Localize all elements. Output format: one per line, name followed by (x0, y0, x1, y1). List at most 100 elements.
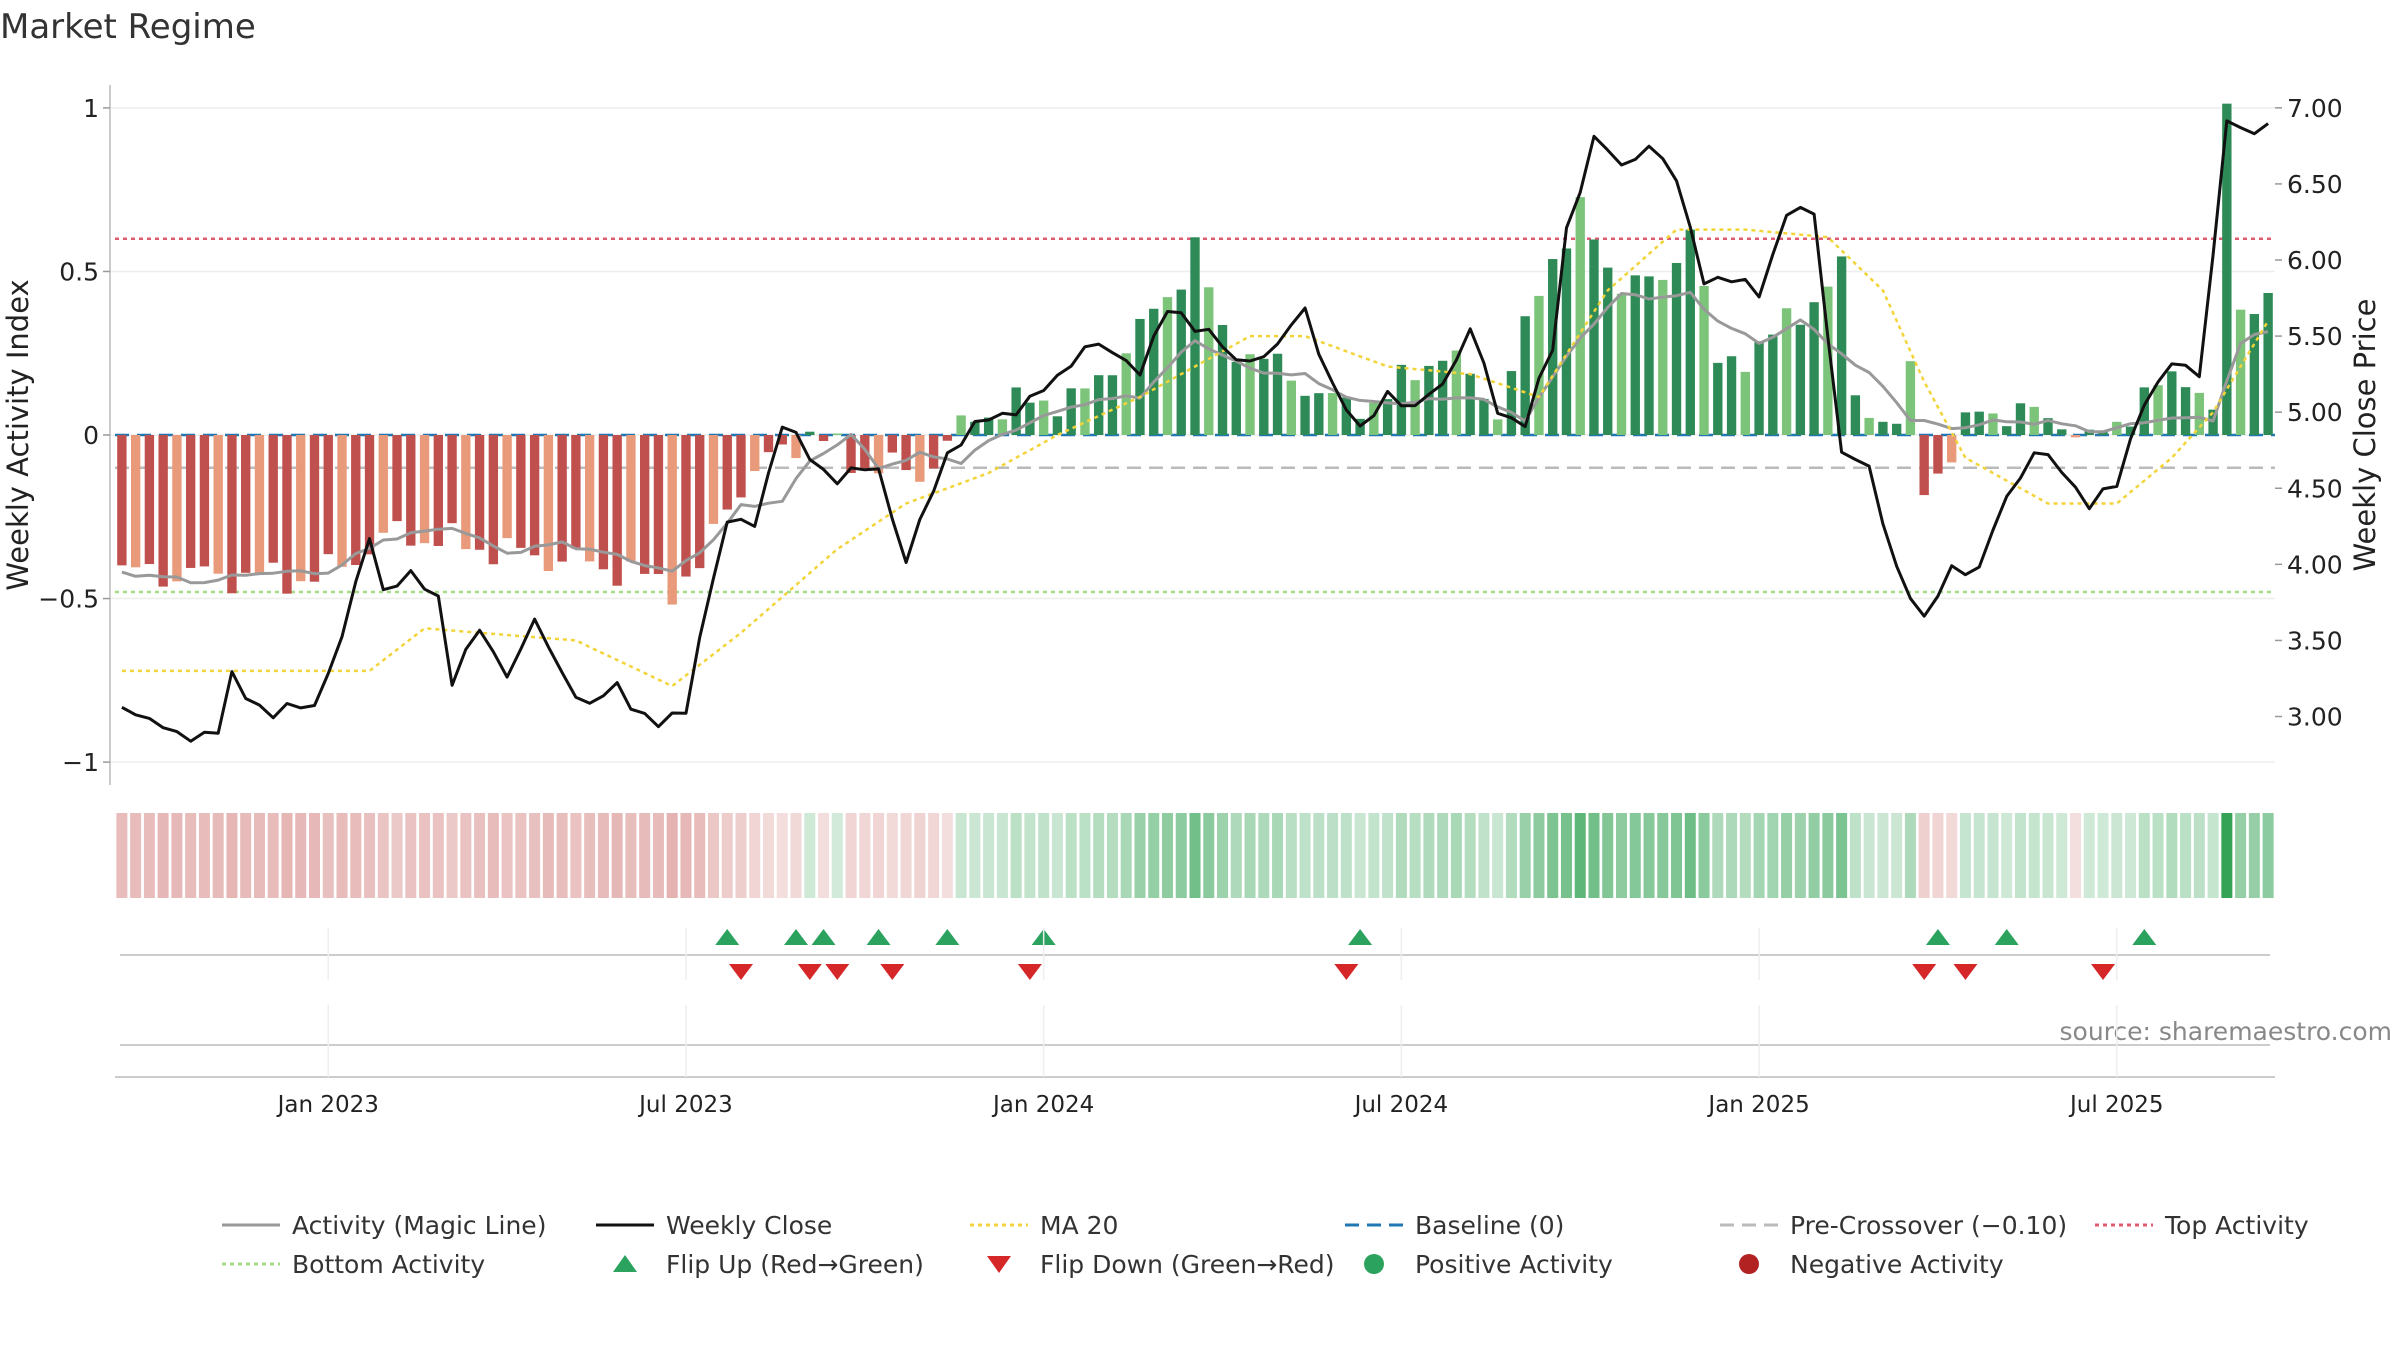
activity-bar (887, 435, 898, 453)
activity-bar (1891, 423, 1902, 435)
regime-cell (1065, 813, 1077, 898)
regime-cell (1382, 813, 1394, 898)
regime-cell (625, 813, 637, 898)
activity-bar (296, 435, 306, 582)
legend-item: Weekly Close (596, 1211, 832, 1240)
activity-bar (158, 435, 168, 587)
regime-cell (1973, 813, 1985, 898)
regime-cell (1671, 813, 1683, 898)
activity-bar (1520, 316, 1530, 435)
regime-cell (804, 813, 816, 898)
flip-down-marker (825, 964, 850, 980)
activity-bar (1561, 248, 1572, 435)
activity-bar (502, 435, 512, 539)
activity-bar (1919, 435, 1929, 496)
activity-bar (1960, 412, 1971, 435)
flip-markers (120, 929, 2270, 1046)
regime-cell (460, 813, 472, 898)
activity-bar (488, 435, 499, 565)
source-label: source: sharemaestro.com (2060, 1017, 2393, 1046)
activity-bar (406, 435, 416, 546)
regime-cell (2070, 813, 2082, 898)
regime-cell (1698, 813, 1710, 898)
regime-cell (1327, 813, 1339, 898)
activity-bar (461, 435, 471, 550)
activity-bar (1410, 380, 1420, 435)
activity-bar (1341, 397, 1352, 435)
regime-cell (983, 813, 995, 898)
activity-bar (419, 435, 430, 544)
x-tick-label: Jan 2025 (1706, 1092, 1809, 1118)
regime-cell (1602, 813, 1614, 898)
activity-bars (117, 103, 2273, 605)
regime-cell (1959, 813, 1971, 898)
legend-item: Top Activity (2095, 1211, 2309, 1240)
activity-bar (1905, 361, 1916, 435)
activity-bar (667, 435, 677, 605)
activity-bar (1630, 275, 1640, 435)
regime-cell (116, 813, 128, 898)
activity-bar (2167, 371, 2177, 435)
legend-item: Activity (Magic Line) (222, 1211, 546, 1240)
legend-label: Flip Down (Green→Red) (1040, 1250, 1335, 1279)
regime-cell (2207, 813, 2219, 898)
regime-cell (1148, 813, 1160, 898)
regime-cell (584, 813, 596, 898)
regime-cell (1313, 813, 1325, 898)
regime-cell (1437, 813, 1449, 898)
flip-down-marker (1017, 964, 1042, 980)
regime-cell (474, 813, 486, 898)
activity-bar (2015, 403, 2026, 435)
regime-cell (1161, 813, 1173, 898)
activity-bar (557, 435, 567, 562)
regime-cell (859, 813, 871, 898)
activity-bar (1671, 262, 1682, 435)
regime-cell (1478, 813, 1490, 898)
left-tick-label: −0.5 (38, 585, 99, 614)
activity-bar (1107, 375, 1118, 435)
regime-cell (1423, 813, 1435, 898)
regime-cell (1395, 813, 1407, 898)
regime-cell (2193, 813, 2205, 898)
activity-bar (1451, 350, 1462, 435)
regime-cell (1629, 813, 1641, 898)
regime-cell (1134, 813, 1146, 898)
regime-cell (1932, 813, 1944, 898)
activity-bar (915, 435, 925, 482)
flip-down-marker (1334, 964, 1359, 980)
regime-cell (501, 813, 513, 898)
regime-cell (2028, 813, 2040, 898)
activity-bar (1424, 365, 1434, 435)
activity-bar (2249, 314, 2260, 435)
regime-cell (1904, 813, 1916, 898)
activity-bar (653, 435, 664, 574)
regime-cell (542, 813, 554, 898)
regime-cell (900, 813, 912, 898)
activity-bar (1135, 318, 1145, 435)
legend-swatch (613, 1255, 637, 1272)
right-tick-label: 6.00 (2287, 246, 2343, 275)
activity-bar (213, 435, 223, 574)
activity-bar (1754, 341, 1764, 435)
activity-bar (997, 419, 1008, 435)
activity-bar (1011, 387, 1021, 435)
flip-up-marker (1348, 929, 1373, 945)
regime-cell (295, 813, 307, 898)
activity-bar (1603, 267, 1613, 435)
regime-cell (1794, 813, 1806, 898)
flip-up-marker (1994, 929, 2019, 945)
regime-cell (1272, 813, 1284, 898)
right-tick-label: 4.00 (2287, 550, 2343, 579)
chart-title: Market Regime (0, 7, 256, 47)
activity-bar (254, 435, 265, 574)
regime-cell (2166, 813, 2178, 898)
weekly-close-line (121, 119, 2269, 743)
activity-bar (832, 433, 842, 435)
activity-bar (172, 435, 182, 582)
regime-cell (350, 813, 362, 898)
activity-bar (1506, 371, 1517, 435)
regime-cell (2248, 813, 2260, 898)
activity-bar (1025, 402, 1035, 435)
activity-bar (1492, 419, 1503, 435)
